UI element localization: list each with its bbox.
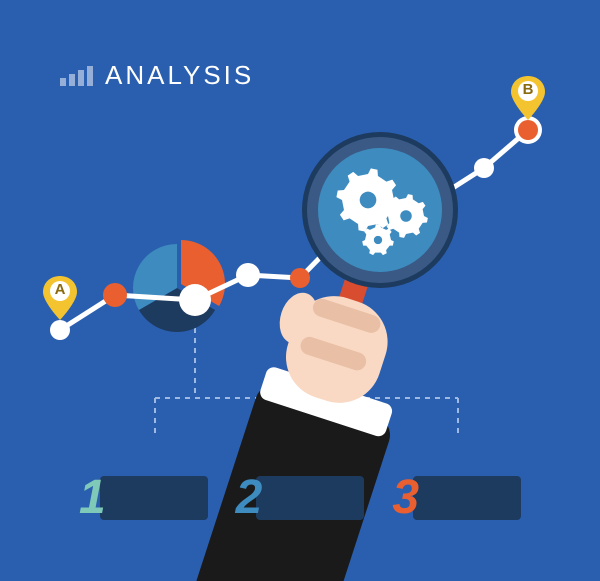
numbered-slots: 1 2 3: [0, 470, 600, 525]
slot-1: 1: [79, 470, 208, 525]
infographic-stage: ANALYSIS AB: [0, 0, 600, 581]
slot-3: 3: [392, 470, 521, 525]
slot-box: [256, 476, 364, 520]
slot-box: [100, 476, 208, 520]
slot-number: 3: [392, 470, 419, 525]
slot-2: 2: [236, 470, 365, 525]
slot-number: 2: [236, 470, 263, 525]
slot-number: 1: [79, 470, 106, 525]
slot-box: [413, 476, 521, 520]
